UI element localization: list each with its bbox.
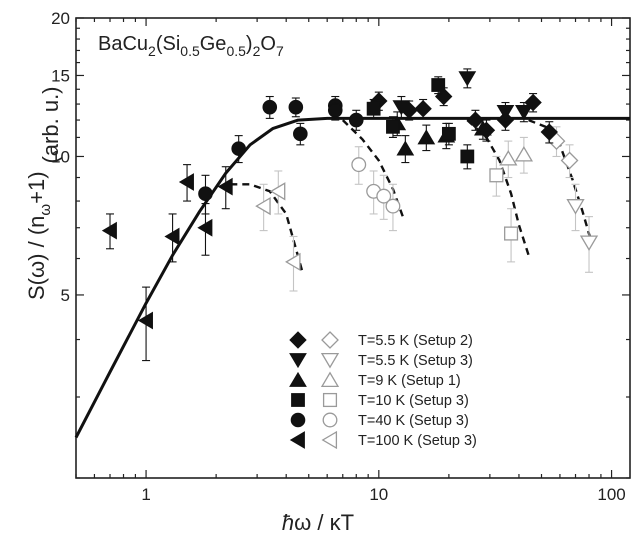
- filled-triangle-left-point: [101, 221, 117, 240]
- legend-marker-filled: [291, 393, 305, 407]
- open-square-point: [489, 168, 504, 183]
- filled-triangle-down-point: [458, 71, 477, 87]
- filled-square-point: [441, 126, 456, 141]
- filled-diamond-point: [414, 100, 432, 118]
- filled-triangle-up-point: [417, 129, 436, 145]
- y-axis-units: (arb. u.): [38, 86, 63, 163]
- x-tick-label: 1: [141, 485, 150, 504]
- legend-label: T=5.5 K (Setup 3): [358, 353, 473, 369]
- open-triangle-up-point: [499, 149, 518, 166]
- filled-triangle-down-point: [515, 104, 533, 121]
- x-tick-label: 100: [597, 485, 625, 504]
- open-circle-point: [376, 188, 392, 204]
- legend-marker-open: [321, 430, 338, 450]
- legend-label: T=100 K (Setup 3): [358, 433, 477, 449]
- filled-square-point: [366, 101, 381, 116]
- x-tick-label: 10: [369, 485, 388, 504]
- legend-marker-open: [322, 412, 338, 428]
- open-triangle-left-point: [255, 196, 271, 216]
- open-circle-point: [351, 157, 367, 173]
- legend-marker-filled: [289, 431, 305, 449]
- open-diamond-point: [560, 151, 579, 170]
- filled-triangle-up-point: [396, 140, 415, 156]
- filled-circle-point: [262, 99, 278, 115]
- legend-label: T=9 K (Setup 1): [358, 373, 461, 389]
- legend-marker-filled: [289, 353, 307, 369]
- y-tick-label: 5: [61, 286, 70, 305]
- filled-triangle-left-point: [178, 173, 194, 191]
- tick-labels: 1 10 100 5 10 15 20: [51, 9, 626, 504]
- x-axis-label: ħω / κT: [282, 510, 354, 535]
- legend-marker-open: [320, 371, 340, 388]
- cutoff-curve: [230, 183, 304, 273]
- filled-triangle-left-point: [164, 227, 180, 246]
- legend-marker-filled: [289, 371, 307, 387]
- filled-circle-point: [348, 112, 364, 128]
- open-square-point: [504, 226, 519, 241]
- filled-circle-point: [288, 99, 304, 115]
- svg-text:(arb. u.): (arb. u.): [38, 86, 63, 163]
- filled-diamond-point: [466, 111, 485, 129]
- open-triangle-down-point: [579, 235, 599, 252]
- legend-marker-open: [321, 331, 339, 349]
- legend-marker-filled: [289, 331, 307, 349]
- svg-text:S(ω) / (nω+1): S(ω) / (nω+1): [24, 171, 54, 300]
- filled-square-point: [460, 149, 475, 164]
- legend: T=5.5 K (Setup 2) T=5.5 K (Setup 3) T=9 K …: [289, 331, 477, 450]
- filled-diamond-point: [540, 123, 558, 141]
- cutoff-curve: [528, 118, 593, 243]
- open-triangle-left-point: [285, 252, 301, 272]
- open-triangle-up-point: [514, 146, 534, 162]
- filled-triangle-left-point: [197, 218, 213, 237]
- filled-circle-point: [327, 103, 343, 118]
- legend-label: T=40 K (Setup 3): [358, 413, 469, 429]
- filled-circle-point: [198, 186, 213, 201]
- y-tick-label: 15: [51, 66, 70, 85]
- legend-label: T=5.5 K (Setup 2): [358, 333, 473, 349]
- filled-square-point: [386, 119, 400, 134]
- data-points: [101, 68, 599, 362]
- filled-square-point: [431, 78, 446, 92]
- filled-triangle-left-point: [217, 177, 233, 196]
- filled-triangle-down-point: [496, 104, 515, 121]
- cutoff-curve: [466, 119, 530, 256]
- legend-marker-filled: [290, 412, 306, 428]
- open-circle-point: [385, 198, 401, 214]
- y-tick-label: 20: [51, 9, 70, 28]
- y-axis-label: S(ω) / (nω+1): [24, 171, 54, 300]
- filled-triangle-left-point: [137, 311, 153, 330]
- open-triangle-left-point: [269, 182, 286, 201]
- cutoff-curve: [341, 119, 405, 220]
- y-tick-label: 10: [51, 147, 70, 166]
- legend-marker-open: [322, 392, 338, 408]
- plot-frame: [75, 17, 631, 479]
- compound-label: BaCu2(Si0.5Ge0.5)2O7: [98, 33, 284, 59]
- open-triangle-down-point: [566, 199, 585, 215]
- legend-marker-open: [320, 352, 340, 369]
- filled-triangle-down-point: [392, 100, 411, 116]
- filled-triangle-up-point: [474, 120, 492, 136]
- legend-label: T=10 K (Setup 3): [358, 393, 469, 409]
- filled-circle-point: [293, 126, 308, 142]
- axis-ticks: [75, 17, 630, 479]
- filled-circle-point: [231, 141, 246, 156]
